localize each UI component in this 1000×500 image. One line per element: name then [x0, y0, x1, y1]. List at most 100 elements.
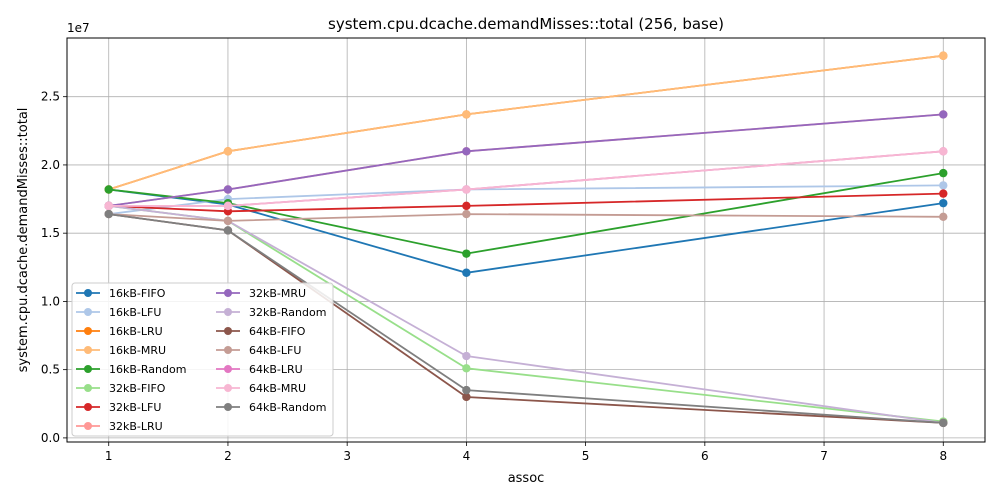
x-tick-label: 2 — [224, 449, 232, 463]
legend-label: 16kB-MRU — [109, 344, 166, 357]
series-32kb-mru — [104, 110, 948, 211]
legend-marker — [84, 422, 92, 430]
series-16kb-mru — [104, 51, 948, 194]
legend-label: 32kB-MRU — [249, 287, 306, 300]
legend-label: 16kB-Random — [109, 363, 186, 376]
series-line — [108, 192, 944, 213]
legend-marker — [224, 308, 232, 316]
data-point — [462, 351, 471, 361]
legend-box — [71, 282, 334, 437]
legend-entry: 32kB-Random — [216, 306, 326, 319]
x-axis-label: assoc — [508, 471, 545, 486]
data-point — [939, 181, 948, 190]
series-line — [108, 188, 944, 274]
legend-marker — [224, 403, 232, 411]
data-point — [462, 385, 471, 395]
legend-label: 64kB-LRU — [249, 363, 303, 376]
legend-marker — [224, 384, 232, 392]
y-tick-label: 1.0 — [41, 294, 60, 308]
legend-marker — [84, 289, 92, 297]
data-point — [939, 147, 948, 156]
legend-label: 32kB-LFU — [109, 401, 161, 414]
x-tick-label: 4 — [463, 449, 471, 463]
legend-entry: 16kB-Random — [76, 363, 186, 376]
series-64kb-mru — [104, 147, 948, 211]
legend-marker — [84, 346, 92, 354]
legend-marker — [84, 365, 92, 373]
series-16kb-lru — [104, 51, 948, 194]
legend-marker — [224, 365, 232, 373]
data-point — [939, 110, 948, 119]
series-32kb-lru — [104, 110, 948, 211]
x-axis-ticks: 1 2 3 4 5 6 7 8 — [105, 442, 947, 463]
data-point — [462, 147, 471, 156]
legend-entry: 16kB-LFU — [76, 306, 161, 319]
legend-marker — [224, 327, 232, 335]
data-point — [462, 364, 471, 373]
legend-label: 64kB-MRU — [249, 382, 306, 395]
series-line — [108, 172, 944, 255]
series-line — [108, 113, 944, 207]
legend-entry: 64kB-LRU — [216, 363, 303, 376]
legend-label: 32kB-Random — [249, 306, 326, 319]
y-tick-label: 0.0 — [41, 431, 60, 445]
data-point — [223, 185, 233, 194]
data-point — [462, 268, 471, 277]
legend-label: 32kB-LRU — [109, 420, 163, 433]
data-point — [462, 392, 471, 402]
data-point — [939, 168, 948, 178]
legend-label: 16kB-LFU — [109, 306, 161, 319]
data-point — [462, 209, 471, 219]
x-tick-label: 8 — [939, 449, 947, 463]
legend-marker — [84, 308, 92, 316]
legend-label: 64kB-Random — [249, 401, 326, 414]
data-point — [223, 226, 233, 235]
legend-marker — [84, 384, 92, 392]
legend-entry: 32kB-MRU — [216, 287, 306, 300]
series-line — [108, 184, 944, 215]
legend-entry: 64kB-Random — [216, 401, 326, 414]
y-tick-label: 2.5 — [41, 90, 60, 104]
legend-items: 16kB-FIFO 16kB-LFU 16kB-LRU 16kB-MRU 16kB-Ra… — [76, 287, 326, 433]
data-point — [462, 110, 471, 119]
y-offset-label: 1e7 — [67, 21, 90, 35]
legend-label: 32kB-FIFO — [109, 382, 166, 395]
data-point — [939, 418, 948, 428]
series-line — [108, 213, 944, 222]
data-point — [223, 201, 233, 211]
data-point — [104, 185, 113, 194]
legend-entry: 64kB-LFU — [216, 344, 301, 357]
legend-label: 64kB-LFU — [249, 344, 301, 357]
series-line — [108, 54, 944, 191]
legend-marker — [84, 403, 92, 411]
y-axis-label: system.cpu.dcache.demandMisses::total — [16, 108, 31, 373]
x-tick-label: 6 — [701, 449, 709, 463]
data-point — [462, 249, 471, 258]
legend-entry: 16kB-LRU — [76, 325, 163, 338]
series-line — [108, 113, 944, 207]
data-point — [939, 198, 948, 208]
x-tick-label: 1 — [105, 449, 113, 463]
legend-entry: 64kB-FIFO — [216, 325, 306, 338]
legend-marker — [224, 346, 232, 354]
series-line — [108, 213, 944, 424]
series-line — [108, 54, 944, 191]
data-point — [939, 212, 948, 221]
data-point — [223, 147, 233, 156]
series-line — [108, 150, 944, 207]
legend-label: 16kB-LRU — [109, 325, 163, 338]
legend-entry: 16kB-MRU — [76, 344, 166, 357]
legend-entry: 16kB-FIFO — [76, 287, 166, 300]
plot-frame — [66, 37, 986, 443]
y-tick-label: 0.5 — [41, 363, 60, 377]
data-point — [104, 201, 113, 211]
data-point — [462, 185, 471, 194]
x-tick-label: 3 — [343, 449, 351, 463]
x-tick-label: 5 — [582, 449, 590, 463]
data-point — [223, 216, 233, 226]
chart-title: system.cpu.dcache.demandMisses::total (2… — [328, 15, 724, 33]
y-tick-label: 2.0 — [41, 158, 60, 172]
legend-entry: 32kB-FIFO — [76, 382, 166, 395]
series-64kb-random — [104, 209, 948, 428]
